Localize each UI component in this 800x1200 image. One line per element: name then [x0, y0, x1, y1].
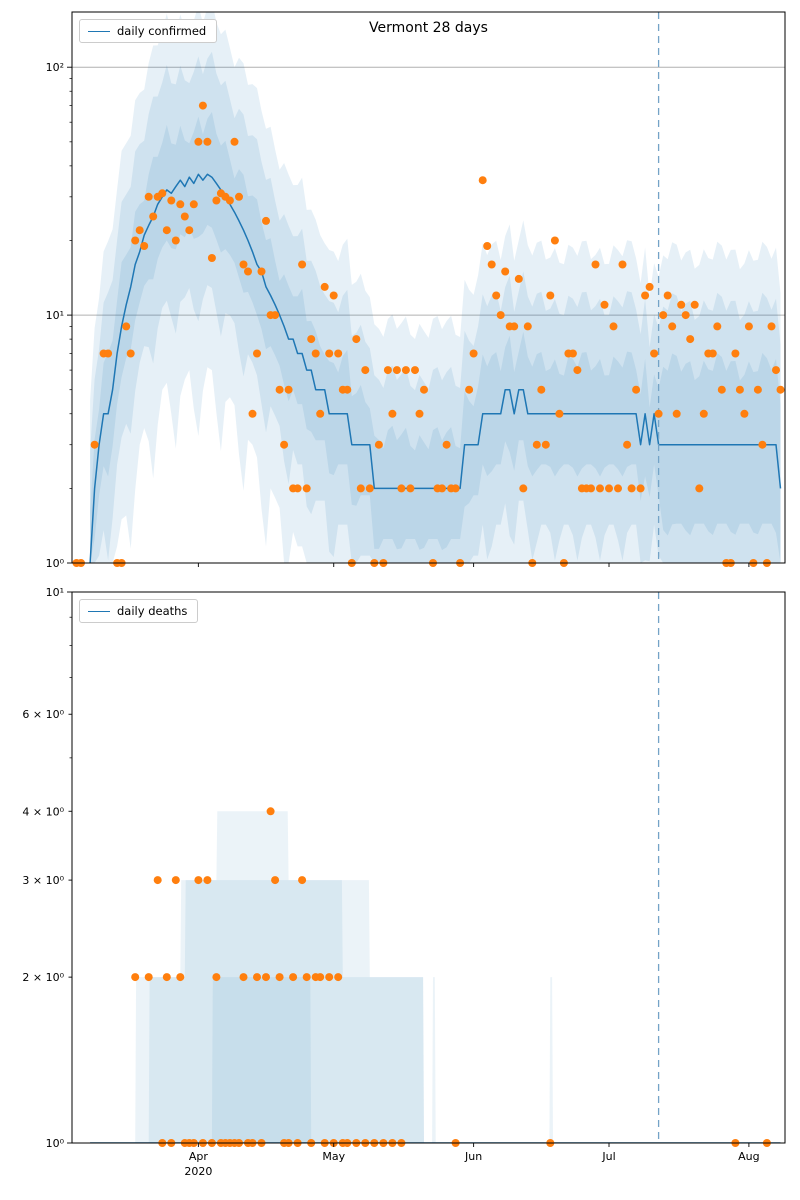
svg-text:Apr: Apr	[189, 1150, 209, 1163]
daily-confirmed-uncertainty-bands	[90, 12, 781, 563]
legend-line-sample-confirmed	[88, 30, 110, 32]
svg-text:3 × 10⁰: 3 × 10⁰	[22, 874, 64, 887]
axis-ticks: Apr 2020 May Jun Jul Aug 10⁰ 2 × 10⁰ 3 × 10⁰ 4 × …	[22, 586, 759, 1178]
legend-label-deaths: daily deaths	[117, 604, 188, 618]
svg-text:10¹: 10¹	[46, 309, 64, 322]
svg-text:2020: 2020	[184, 1165, 212, 1178]
axes-spine	[71, 11, 786, 564]
axes-spine	[71, 591, 786, 1144]
legend-daily-confirmed: daily confirmed	[79, 19, 218, 43]
svg-text:6 × 10⁰: 6 × 10⁰	[22, 708, 64, 721]
daily-confirmed-scatter-points	[72, 101, 785, 567]
legend-label-confirmed: daily confirmed	[117, 24, 207, 38]
legend-line-sample-deaths	[88, 610, 110, 612]
svg-text:10²: 10²	[46, 61, 64, 74]
svg-text:10⁰: 10⁰	[46, 1137, 65, 1150]
svg-text:10⁰: 10⁰	[46, 557, 65, 570]
daily-confirmed-subplot: 10⁰ 10¹ 10²	[46, 11, 786, 570]
daily-deaths-uncertainty-bands	[72, 811, 785, 1143]
axis-ticks: 10⁰ 10¹ 10²	[46, 61, 750, 570]
svg-text:2 × 10⁰: 2 × 10⁰	[22, 971, 64, 984]
daily-deaths-subplot: Apr 2020 May Jun Jul Aug 10⁰ 2 × 10⁰ 3 × 10⁰ 4 × …	[22, 586, 786, 1178]
svg-text:Aug: Aug	[738, 1150, 759, 1163]
legend-daily-deaths: daily deaths	[79, 599, 199, 623]
svg-text:Jul: Jul	[601, 1150, 615, 1163]
svg-text:4 × 10⁰: 4 × 10⁰	[22, 805, 64, 818]
svg-text:Jun: Jun	[464, 1150, 482, 1163]
svg-text:10¹: 10¹	[46, 586, 64, 599]
svg-text:May: May	[322, 1150, 345, 1163]
